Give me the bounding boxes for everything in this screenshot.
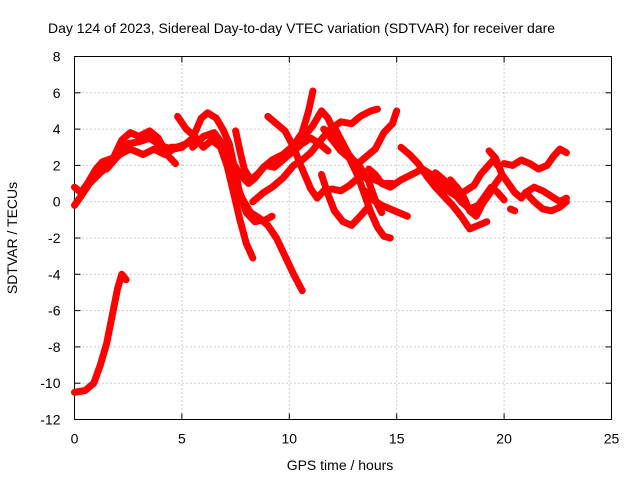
series-track-17 <box>365 156 502 200</box>
series-track-22 <box>500 145 570 173</box>
series-track-23 <box>522 189 570 215</box>
y-tick-label: 0 <box>53 194 61 210</box>
series-track-15 <box>330 107 401 168</box>
series-track-9 <box>232 127 332 184</box>
x-axis-label: GPS time / hours <box>287 457 394 473</box>
y-tick-label: 2 <box>53 157 61 173</box>
y-tick-label: 4 <box>53 121 61 137</box>
x-tick-label: 5 <box>178 431 186 447</box>
y-tick-labels: -12 -10 -8 -6 -4 -2 0 2 4 6 8 <box>40 49 60 428</box>
x-tick-label: 15 <box>389 431 405 447</box>
data-series <box>71 87 570 396</box>
series-track-16 <box>361 187 411 220</box>
y-tick-label: -2 <box>48 230 61 246</box>
y-tick-label: -12 <box>40 412 60 428</box>
series-track-8 <box>221 151 306 295</box>
series-track-10 <box>249 105 381 206</box>
y-tick-label: -10 <box>40 375 60 391</box>
x-tick-label: 0 <box>71 431 79 447</box>
series-track-20 <box>446 171 506 220</box>
series-track-14 <box>318 171 371 229</box>
x-tick-label: 20 <box>496 431 512 447</box>
x-tick-labels: 0 5 10 15 20 25 <box>71 431 620 447</box>
y-tick-label: -8 <box>48 339 61 355</box>
y-tick-label: 8 <box>53 49 61 65</box>
y-tick-label: -4 <box>48 266 61 282</box>
y-tick-label: -6 <box>48 303 61 319</box>
y-axis-label: SDTVAR / TECUs <box>4 182 20 294</box>
series-track-7 <box>189 87 317 187</box>
series-track-1 <box>71 270 130 396</box>
grid <box>74 56 612 420</box>
series-track-24 <box>507 205 519 215</box>
axis-ticks <box>74 56 612 420</box>
x-tick-label: 10 <box>282 431 298 447</box>
chart-title: Day 124 of 2023, Sidereal Day-to-day VTE… <box>48 20 555 36</box>
y-tick-label: 6 <box>53 85 61 101</box>
series-track-13 <box>320 125 394 242</box>
x-tick-label: 25 <box>604 431 620 447</box>
series-track-18 <box>397 143 491 233</box>
